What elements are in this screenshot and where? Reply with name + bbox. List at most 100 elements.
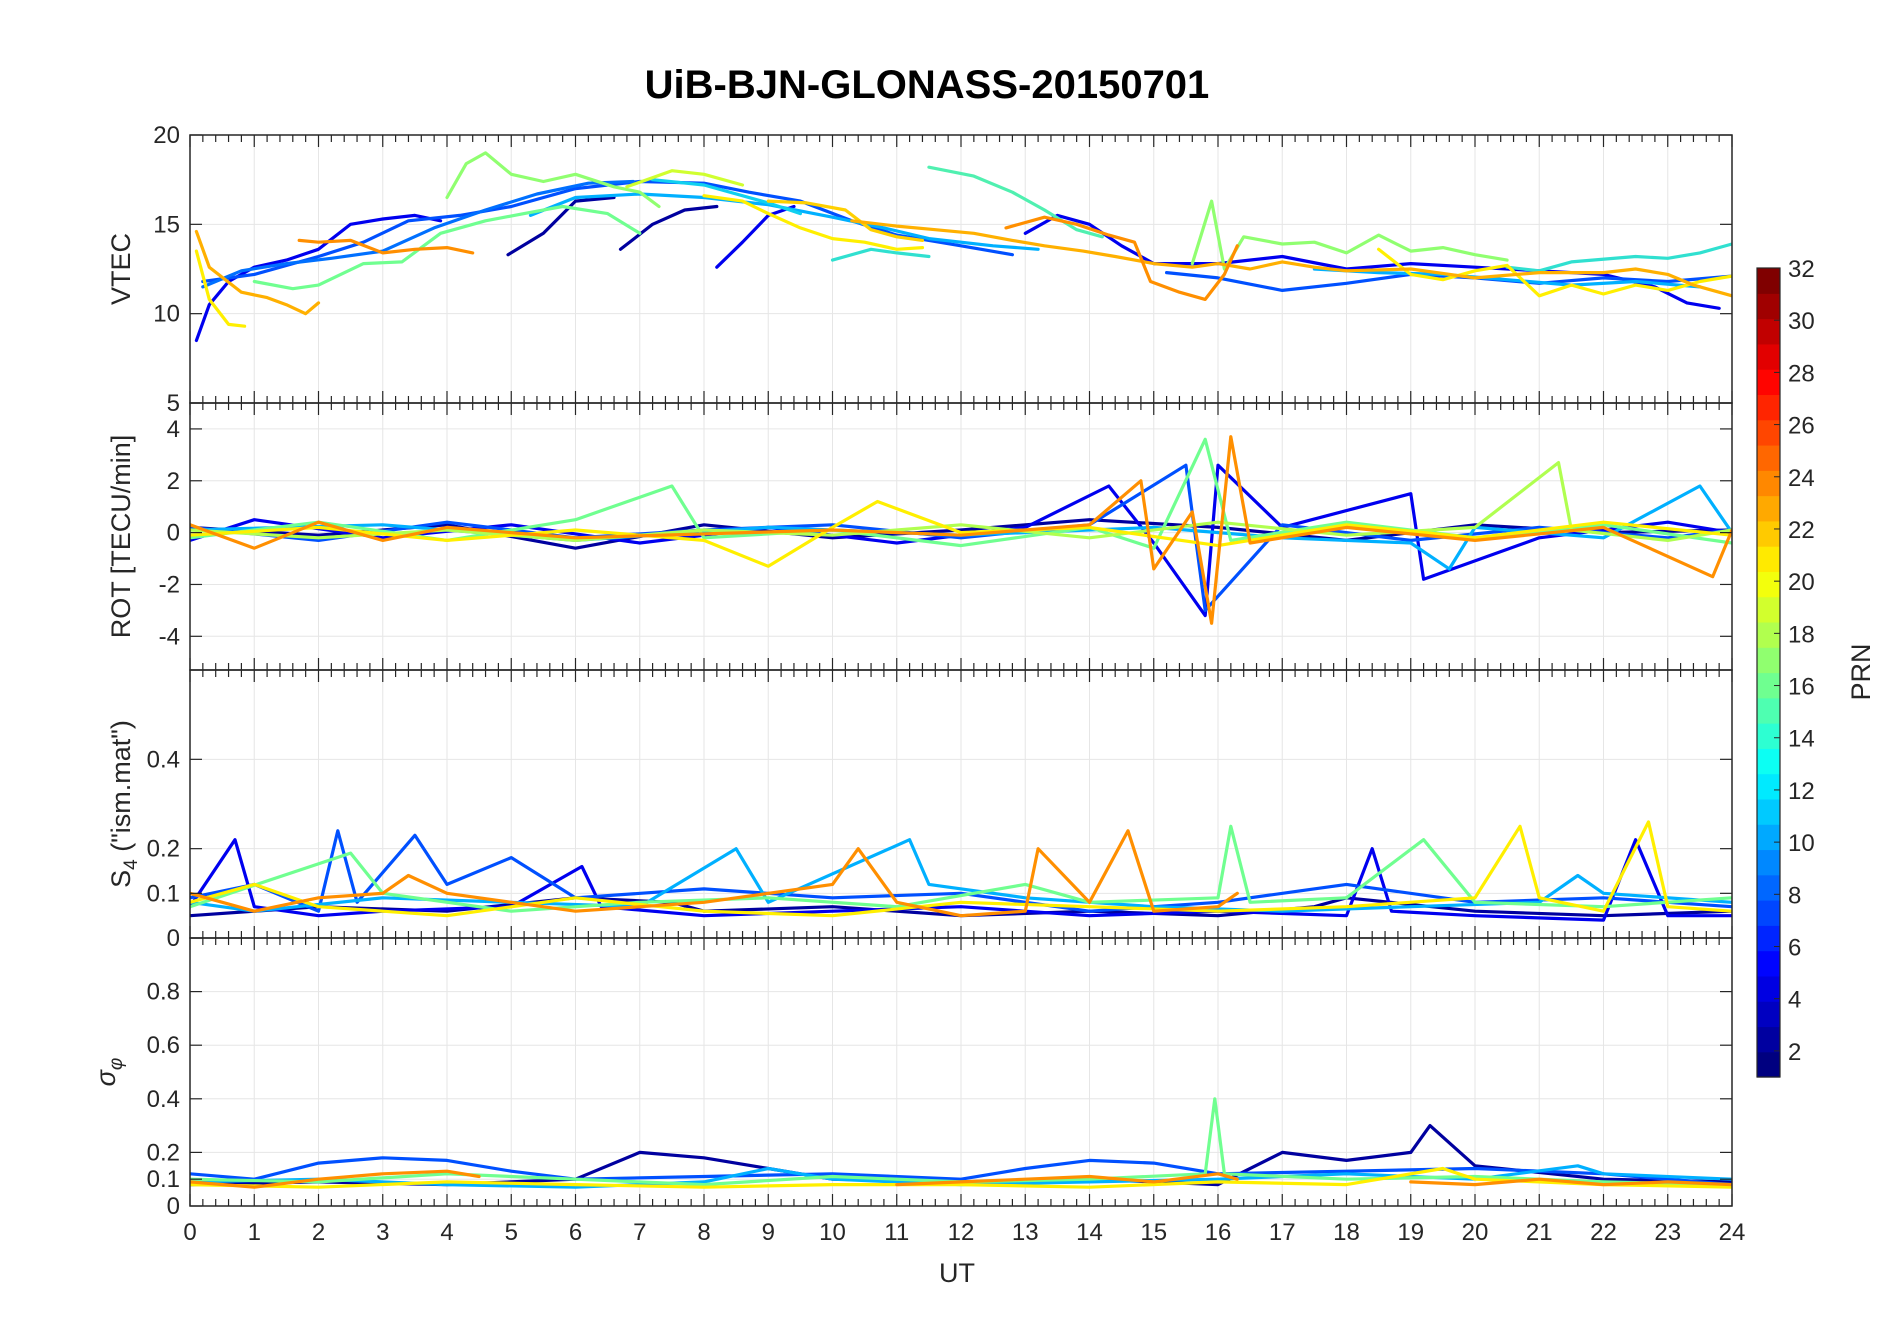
s4-ytick-label: 0.1: [147, 880, 180, 907]
colorbar-segment: [1757, 697, 1780, 724]
vtec-series-prn-15-13: [927, 165, 1104, 239]
series-group-vtec: [194, 151, 1732, 343]
sigma-series-prn-23-7: [1409, 1177, 1732, 1187]
vtec-ytick-label: 15: [153, 211, 180, 238]
colorbar-tick-label: 28: [1788, 360, 1815, 387]
vtec-series-prn-4-3: [715, 204, 796, 269]
colorbar-segment: [1757, 546, 1780, 572]
sigma-series-prn-8-1: [190, 1156, 1732, 1187]
x-tick-label: 16: [1205, 1219, 1232, 1246]
vtec-series-prn-2-1: [618, 204, 719, 251]
colorbar-segment: [1757, 900, 1780, 926]
colorbar-tick-label: 12: [1788, 778, 1815, 805]
colorbar-segment: [1757, 444, 1780, 471]
rot-series-prn-2-0: [190, 518, 1732, 550]
colorbar-segment: [1757, 672, 1780, 699]
colorbar-segment: [1757, 470, 1780, 497]
x-tick-label: 12: [948, 1219, 975, 1246]
sigma-series-prn-23-6: [895, 1172, 1239, 1187]
vtec-series-prn-17-15: [445, 151, 661, 209]
colorbar-segment: [1757, 419, 1780, 446]
colorbar-segment: [1757, 268, 1780, 294]
rot-ytick-label: 2: [167, 468, 180, 495]
ticks-sigma: [189, 938, 1733, 1207]
sigma-series-prn-23-5: [190, 1169, 481, 1189]
vtec-series-prn-21-21: [766, 199, 925, 242]
x-tick-label: 22: [1590, 1219, 1617, 1246]
vtec-series-prn-14-11: [830, 247, 931, 262]
x-tick-label: 21: [1526, 1219, 1553, 1246]
colorbar-segment: [1757, 773, 1780, 800]
colorbar-tick-label: 10: [1788, 830, 1815, 857]
colorbar-segment: [1757, 343, 1780, 370]
vtec-series-prn-17-16: [1190, 199, 1509, 271]
vtec-series-prn-8-6: [1165, 271, 1732, 292]
vtec-series-prn-9-7: [201, 179, 635, 289]
x-tick-label: 3: [376, 1219, 389, 1246]
panel-vtec: 5 10 15 20 VTEC: [106, 122, 1733, 417]
colorbar-tick-label: 2: [1788, 1039, 1801, 1066]
vtec-series-prn-19-17: [625, 169, 745, 189]
x-tick-label: 2: [312, 1219, 325, 1246]
rot-ytick-label: -4: [159, 623, 180, 650]
rot-ytick-label: -2: [159, 571, 180, 598]
sigma-series-prn-16-3: [190, 1097, 1732, 1187]
s4-series-prn-4-1: [190, 838, 1732, 922]
colorbar-segment: [1757, 596, 1780, 623]
s4-ytick-label: 0.4: [147, 746, 180, 773]
ticks-rot: [189, 403, 1733, 670]
vtec-series-prn-16-14: [252, 204, 642, 291]
colorbar-segment: [1757, 874, 1780, 901]
s4-series-prn-8-2: [190, 829, 1732, 913]
x-tick-label: 10: [819, 1219, 846, 1246]
panel-rot: -4 -2 0 2 4 ROT [TECU/min]: [106, 402, 1733, 671]
x-tick-label: 9: [762, 1219, 775, 1246]
colorbar-segment: [1757, 293, 1780, 320]
colorbar-segment: [1757, 798, 1780, 825]
colorbar-segment: [1757, 520, 1780, 547]
series-group-sigma: [190, 1097, 1732, 1189]
x-tick-label: 20: [1462, 1219, 1489, 1246]
series-group-rot: [190, 435, 1732, 625]
rot-ytick-label: 0: [167, 520, 180, 547]
x-tick-label: 23: [1654, 1219, 1681, 1246]
vtec-series-prn-12-9: [1312, 267, 1702, 289]
sigma-ytick-label: 0: [167, 1193, 180, 1220]
sigma-series-prn-20-4: [190, 1166, 1732, 1189]
sigma-ytick-label: 0.2: [147, 1139, 180, 1166]
x-tick-label: 1: [248, 1219, 261, 1246]
s4-series-prn-23-6: [190, 829, 1239, 918]
sigma-ytick-label: 0.1: [147, 1166, 180, 1193]
panel-sigma: 00.10.2 0.4 0.6 0.8 σφ: [91, 937, 1733, 1220]
s4-series-prn-12-3: [190, 838, 1732, 913]
x-tick-label: 24: [1719, 1219, 1746, 1246]
series-group-s4: [190, 820, 1732, 922]
x-tick-label: 15: [1140, 1219, 1167, 1246]
colorbar-segment: [1757, 950, 1780, 977]
x-tick-label: 7: [633, 1219, 646, 1246]
vtec-series-prn-20-19: [702, 194, 925, 251]
colorbar-segment: [1757, 621, 1780, 648]
x-tick-label: 6: [569, 1219, 582, 1246]
vtec-series-prn-23-25: [1004, 215, 1239, 301]
ticks-vtec: [189, 134, 1733, 404]
vtec-ytick-label: 20: [153, 122, 180, 149]
x-tick-label: 0: [183, 1219, 196, 1246]
vtec-series-prn-23-24: [297, 238, 475, 255]
rot-y-axis-label: ROT [TECU/min]: [106, 435, 136, 639]
vtec-series-prn-22-22: [194, 229, 321, 316]
s4-ytick-label: 0: [167, 925, 180, 952]
x-tick-label: 5: [505, 1219, 518, 1246]
colorbar-tick-label: 8: [1788, 882, 1801, 909]
colorbar-segment: [1757, 925, 1780, 952]
ticks-s4: [189, 670, 1733, 939]
colorbar-segment: [1757, 975, 1780, 1002]
colorbar-tick-label: 24: [1788, 465, 1815, 492]
sigma-ytick-label: 0.4: [147, 1086, 180, 1113]
vtec-series-prn-2-0: [506, 195, 616, 257]
colorbar-segment: [1757, 849, 1780, 876]
colorbar-segment: [1757, 394, 1780, 421]
rot-series-prn-23-7: [190, 435, 1732, 625]
